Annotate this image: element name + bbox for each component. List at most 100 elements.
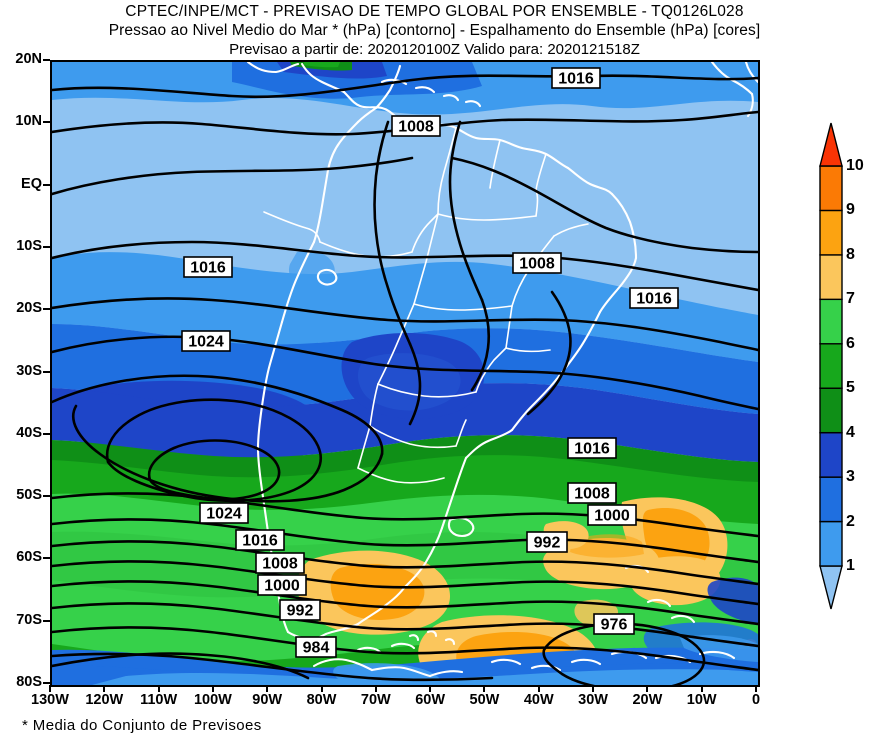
colorbar-tick-label: 3 <box>846 468 855 486</box>
colorbar-tick-label: 6 <box>846 334 855 352</box>
x-tick-label: 50W <box>469 692 500 708</box>
contour-label-1016-sw: 1016 <box>235 529 285 551</box>
y-tick-mark <box>43 308 50 311</box>
contour-label-992-se: 992 <box>526 531 568 553</box>
x-tick-label: 20W <box>632 692 663 708</box>
x-tick-mark <box>592 685 595 692</box>
y-tick-mark <box>43 59 50 61</box>
x-tick-mark <box>266 685 269 692</box>
svg-text:1016: 1016 <box>558 71 594 88</box>
contour-label-1024-upper: 1024 <box>181 330 231 352</box>
svg-text:992: 992 <box>534 535 561 552</box>
svg-text:1008: 1008 <box>398 119 434 136</box>
y-tick-mark <box>43 370 50 373</box>
x-tick-mark <box>483 685 486 692</box>
y-tick-mark <box>43 121 50 124</box>
svg-text:1016: 1016 <box>242 533 278 550</box>
svg-text:1016: 1016 <box>574 441 610 458</box>
x-tick-label: 100W <box>193 692 232 708</box>
x-tick-label: 60W <box>415 692 446 708</box>
footnote: * Media do Conjunto de Previsoes <box>22 717 262 734</box>
svg-text:1000: 1000 <box>594 508 630 525</box>
contour-label-1008-brazil: 1008 <box>512 252 562 274</box>
contour-label-1016-se: 1016 <box>567 437 617 459</box>
y-tick-mark <box>43 557 50 560</box>
colorbar-tick-label: 8 <box>846 245 855 263</box>
y-tick-label: EQ <box>21 175 42 192</box>
y-tick-label: 20S <box>16 300 42 317</box>
x-tick-mark <box>103 685 106 692</box>
colorbar-tick-label: 7 <box>846 290 855 308</box>
svg-text:1008: 1008 <box>519 256 555 273</box>
spread-band-2-antarctic <box>92 669 758 685</box>
contour-label-1000-sw: 1000 <box>257 574 307 596</box>
colorbar-band <box>819 431 843 478</box>
page-title-line2: Pressao ao Nivel Medio do Mar * (hPa) [c… <box>108 22 761 39</box>
svg-text:1024: 1024 <box>206 506 242 523</box>
x-tick-label: 40W <box>523 692 554 708</box>
spread-band-2-antarctic-e <box>680 635 758 662</box>
svg-text:1008: 1008 <box>574 486 610 503</box>
x-tick-mark <box>537 685 540 692</box>
contour-label-1008-north: 1008 <box>391 115 441 137</box>
y-tick-mark <box>43 619 50 622</box>
svg-text:1008: 1008 <box>262 556 298 573</box>
contour-label-1016-north: 1016 <box>551 67 601 89</box>
contour-label-984-sw: 984 <box>295 636 337 658</box>
colorbar-tick-label: 1 <box>846 557 855 574</box>
contour-label-1000-se: 1000 <box>587 504 637 526</box>
y-tick-label: 20N <box>15 51 42 67</box>
x-tick-label: 130W <box>31 692 69 708</box>
y-tick-label: 80S <box>16 674 42 690</box>
svg-text:1016: 1016 <box>636 291 672 308</box>
contour-label-1008-sw: 1008 <box>255 552 305 574</box>
svg-text:984: 984 <box>303 640 330 657</box>
y-tick-label: 50S <box>16 487 42 504</box>
svg-text:976: 976 <box>601 617 628 634</box>
svg-text:1024: 1024 <box>188 334 224 351</box>
y-tick-mark <box>43 432 50 435</box>
colorbar-band <box>819 520 843 567</box>
x-tick-mark <box>646 685 649 692</box>
y-tick-label: 10S <box>16 237 42 254</box>
svg-text:1016: 1016 <box>190 260 226 277</box>
y-tick-label: 70S <box>16 611 42 628</box>
y-tick-mark <box>43 495 50 498</box>
x-tick-mark <box>700 685 703 692</box>
contour-label-1016-atlantic: 1016 <box>629 287 679 309</box>
y-tick-label: 60S <box>16 549 42 566</box>
x-tick-mark <box>374 685 377 692</box>
svg-text:992: 992 <box>287 603 314 620</box>
contour-label-1024-lower: 1024 <box>199 502 249 524</box>
colorbar-tick-label: 5 <box>846 379 855 397</box>
x-tick-label: 110W <box>140 692 178 708</box>
y-tick-mark <box>43 183 50 186</box>
y-tick-mark <box>43 245 50 248</box>
mslp-contours <box>52 74 758 685</box>
colorbar-tick-label: 10 <box>846 157 864 174</box>
x-tick-mark <box>211 685 214 692</box>
svg-text:1000: 1000 <box>264 578 300 595</box>
x-tick-label: 90W <box>252 692 283 708</box>
contour-labels: 1016 1008 1008 1016 1016 <box>181 67 679 658</box>
contour-label-992-sw: 992 <box>279 599 321 621</box>
x-tick-label: 70W <box>360 692 391 708</box>
page-title-line3: Previsao a partir de: 2020120100Z Valido… <box>229 41 640 58</box>
colorbar-extend-high <box>819 122 843 167</box>
colorbar-extend-low <box>819 565 843 610</box>
x-tick-mark <box>320 685 323 692</box>
x-tick-mark <box>755 685 757 692</box>
colorbar-tick-label: 4 <box>846 423 855 441</box>
spread-band-6-north <box>304 62 340 68</box>
colorbar[interactable] <box>819 122 843 610</box>
x-tick-mark <box>157 685 160 692</box>
x-tick-label: 80W <box>306 692 337 708</box>
colorbar-band <box>819 254 843 301</box>
country-borders <box>263 127 589 484</box>
page-title-line1: CPTEC/INPE/MCT - PREVISAO DE TEMPO GLOBA… <box>125 3 744 20</box>
colorbar-band <box>819 387 843 434</box>
x-tick-mark <box>429 685 432 692</box>
y-tick-label: 40S <box>16 424 42 441</box>
colorbar-tick-label: 9 <box>846 201 855 219</box>
colorbar-band <box>819 298 843 345</box>
